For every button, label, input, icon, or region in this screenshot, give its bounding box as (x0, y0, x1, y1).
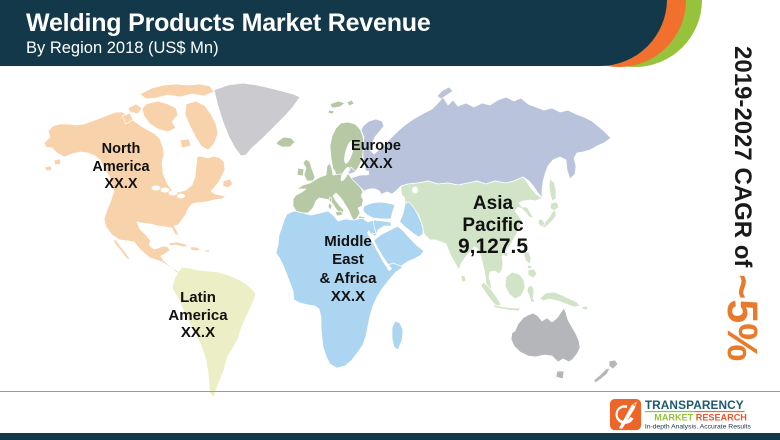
svg-text:TRANSPARENCY: TRANSPARENCY (645, 399, 744, 412)
svg-text:MARKET RESEARCH: MARKET RESEARCH (654, 413, 747, 423)
svg-text:In-depth Analysis. Accurate Re: In-depth Analysis. Accurate Results (645, 424, 752, 431)
